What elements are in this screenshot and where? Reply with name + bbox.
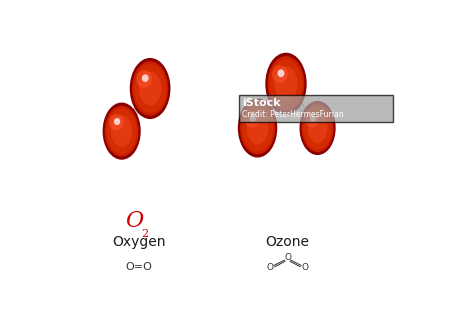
Ellipse shape xyxy=(301,104,334,152)
Ellipse shape xyxy=(114,118,120,125)
Ellipse shape xyxy=(305,110,330,146)
Ellipse shape xyxy=(300,101,336,155)
Ellipse shape xyxy=(103,104,140,159)
FancyBboxPatch shape xyxy=(238,95,393,122)
Ellipse shape xyxy=(300,102,335,154)
Ellipse shape xyxy=(274,67,297,101)
Ellipse shape xyxy=(277,70,284,77)
Ellipse shape xyxy=(134,64,166,113)
Ellipse shape xyxy=(244,108,271,148)
Ellipse shape xyxy=(240,102,275,154)
Ellipse shape xyxy=(130,58,171,119)
Ellipse shape xyxy=(272,63,300,105)
Ellipse shape xyxy=(272,65,288,83)
Text: Ozone: Ozone xyxy=(265,235,310,249)
Ellipse shape xyxy=(270,59,302,108)
Ellipse shape xyxy=(310,115,316,122)
Ellipse shape xyxy=(238,98,277,158)
Ellipse shape xyxy=(303,106,332,149)
Text: O: O xyxy=(267,263,273,271)
Ellipse shape xyxy=(139,72,161,105)
Ellipse shape xyxy=(142,74,149,82)
Ellipse shape xyxy=(244,110,259,127)
Text: 2: 2 xyxy=(141,229,148,239)
Ellipse shape xyxy=(265,53,307,115)
Text: Oxygen: Oxygen xyxy=(112,235,166,249)
Ellipse shape xyxy=(238,100,276,156)
Ellipse shape xyxy=(109,114,124,131)
Ellipse shape xyxy=(130,59,170,118)
Ellipse shape xyxy=(107,108,137,154)
Ellipse shape xyxy=(305,112,319,127)
Ellipse shape xyxy=(105,106,138,156)
Ellipse shape xyxy=(137,68,164,109)
Ellipse shape xyxy=(267,56,304,111)
Ellipse shape xyxy=(246,112,268,144)
Text: O: O xyxy=(301,263,309,271)
Ellipse shape xyxy=(132,61,168,116)
Ellipse shape xyxy=(242,105,273,151)
Ellipse shape xyxy=(137,70,152,88)
Ellipse shape xyxy=(111,115,132,147)
Ellipse shape xyxy=(102,103,141,160)
Text: O: O xyxy=(125,210,144,232)
Ellipse shape xyxy=(266,54,306,114)
Ellipse shape xyxy=(308,113,328,143)
Text: iStock: iStock xyxy=(242,98,281,108)
Ellipse shape xyxy=(249,114,256,122)
Ellipse shape xyxy=(109,112,135,150)
Text: Credit: PeterHermesFurian: Credit: PeterHermesFurian xyxy=(242,110,344,118)
Text: O=O: O=O xyxy=(126,262,153,272)
Text: O: O xyxy=(284,253,291,262)
